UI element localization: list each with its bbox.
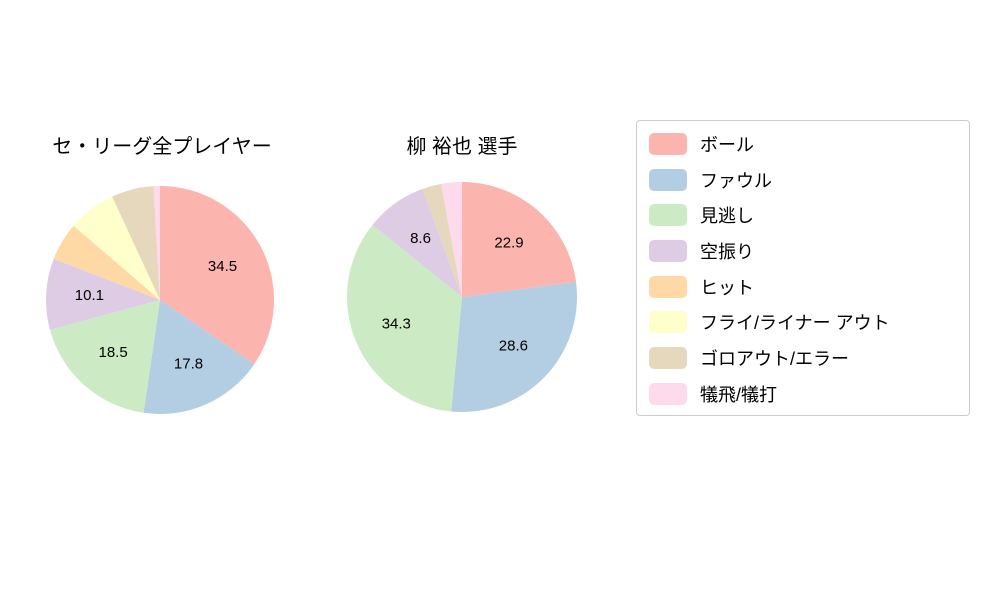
legend-label: ボール: [700, 134, 754, 155]
pie-slice-3: [372, 189, 462, 297]
pie-slice-6: [112, 186, 160, 300]
pie-value-label: 10.1: [75, 287, 104, 304]
legend-swatch-icon: [649, 346, 687, 369]
pie-slice-5: [73, 196, 160, 300]
pie-slice-7: [441, 182, 462, 297]
pie-slice-7: [153, 186, 160, 300]
legend-swatch-icon: [649, 311, 687, 334]
pie-value-label: 34.3: [382, 316, 411, 333]
pie-value-label: 34.5: [208, 258, 237, 275]
pie-slice-1: [451, 281, 577, 413]
pie-slice-0: [462, 182, 576, 297]
legend-label: 見逃し: [700, 206, 754, 227]
legend-label: 空振り: [700, 241, 754, 262]
legend-label: 犠飛/犠打: [700, 384, 778, 405]
pie-value-label: 17.8: [174, 356, 203, 373]
legend-item-5: フライ/ライナー アウト: [649, 304, 957, 340]
pie-slice-3: [45, 258, 161, 330]
pie-chart-player: 22.9 28.6 34.3 8.6: [347, 182, 577, 413]
chart-title-player: 柳 裕也 選手: [406, 136, 518, 158]
legend-item-0: ボール: [649, 126, 957, 162]
pie-slice-2: [347, 224, 462, 412]
pie-value-label: 18.5: [98, 344, 127, 361]
legend-item-7: 犠飛/犠打: [649, 376, 957, 412]
legend-label: ファウル: [700, 170, 772, 191]
legend: ボールファウル見逃し空振りヒットフライ/ライナー アウト ゴロアウト/エラー 犠飛/…: [636, 120, 970, 416]
legend-item-6: ゴロアウト/エラー: [649, 340, 957, 376]
legend-item-3: 空振り: [649, 233, 957, 269]
legend-label: フライ/ライナー アウト: [700, 313, 890, 334]
legend-item-2: 見逃し: [649, 197, 957, 233]
legend-item-4: ヒット: [649, 269, 957, 305]
pie-value-label: 28.6: [499, 337, 528, 354]
pie-slice-0: [160, 186, 275, 365]
legend-label: ゴロアウト/エラー: [700, 348, 850, 369]
pie-value-label: 8.6: [410, 230, 431, 247]
pie-value-label: 22.9: [494, 234, 523, 251]
legend-swatch-icon: [649, 168, 687, 191]
pie-slice-2: [49, 300, 161, 413]
pie-slice-4: [53, 225, 160, 300]
legend-label: ヒット: [700, 277, 754, 298]
legend-swatch-icon: [649, 132, 687, 155]
legend-swatch-icon: [649, 204, 687, 227]
pie-slice-1: [143, 300, 255, 414]
chart-title-league: セ・リーグ全プレイヤー: [52, 136, 272, 158]
pie-chart-league: 34.5 17.8 18.5 10.1: [45, 186, 275, 414]
pie-slice-6: [422, 183, 462, 297]
legend-swatch-icon: [649, 239, 687, 262]
legend-item-1: ファウル: [649, 162, 957, 198]
legend-swatch-icon: [649, 275, 687, 298]
legend-swatch-icon: [649, 382, 687, 405]
